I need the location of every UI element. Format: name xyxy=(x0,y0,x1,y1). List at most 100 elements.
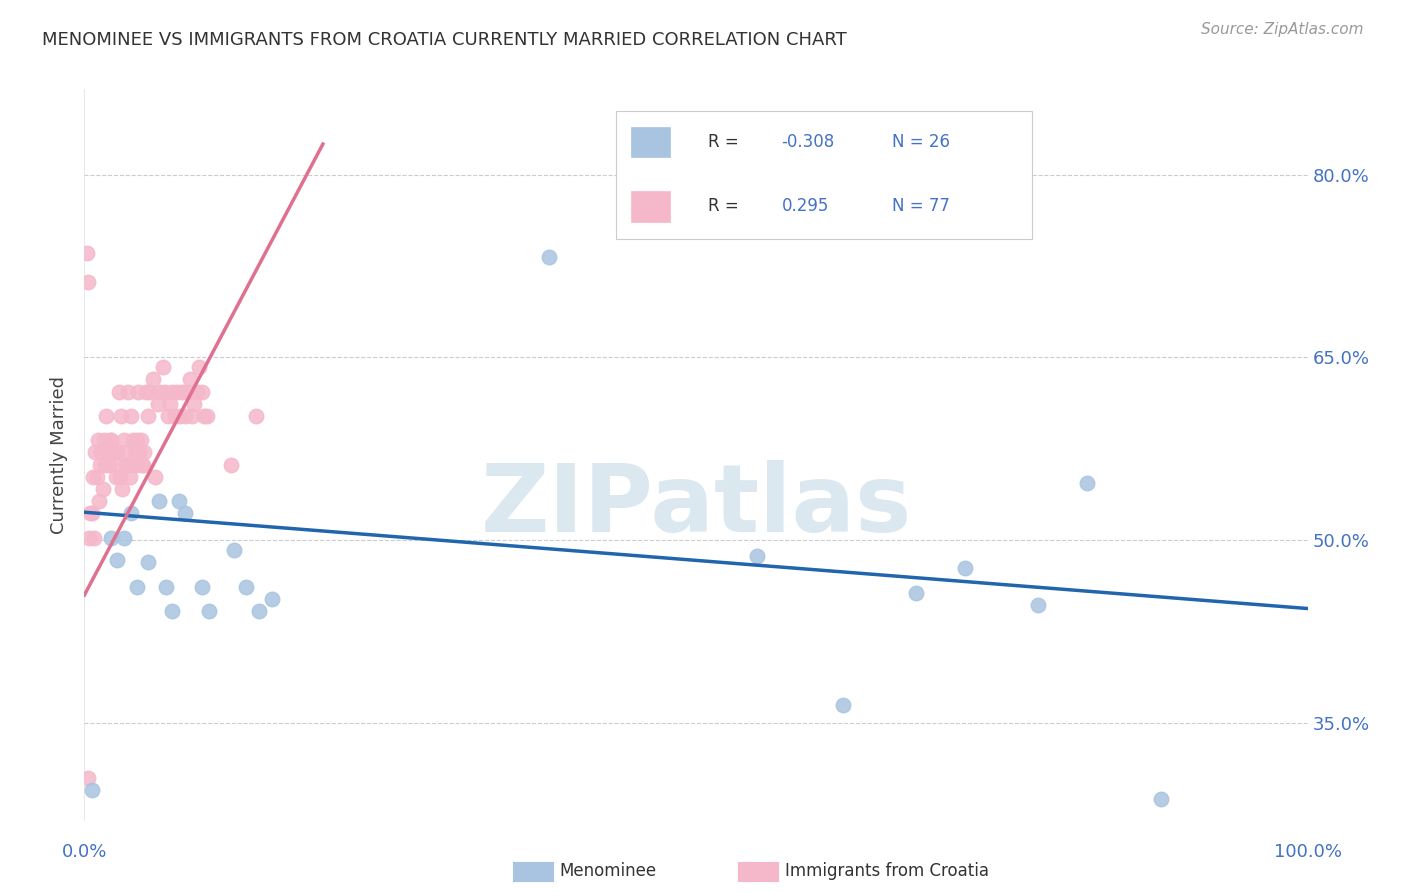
Point xyxy=(124,445,146,459)
Point xyxy=(121,458,143,472)
Point xyxy=(120,507,142,521)
Point xyxy=(181,409,204,423)
Point xyxy=(125,580,148,594)
Point xyxy=(155,580,177,594)
Point xyxy=(94,458,117,472)
Point xyxy=(162,604,184,618)
Point xyxy=(1150,791,1173,805)
Text: Source: ZipAtlas.com: Source: ZipAtlas.com xyxy=(1201,22,1364,37)
FancyBboxPatch shape xyxy=(631,127,669,157)
Point xyxy=(82,470,104,484)
Point xyxy=(110,409,132,423)
Point xyxy=(142,372,165,386)
Point xyxy=(235,580,257,594)
Point xyxy=(100,434,122,448)
Point xyxy=(105,553,128,567)
Point xyxy=(183,397,205,411)
Point xyxy=(128,445,150,459)
Point xyxy=(79,507,101,521)
Point xyxy=(105,470,128,484)
Point xyxy=(89,458,111,472)
FancyBboxPatch shape xyxy=(631,191,669,221)
Text: 100.0%: 100.0% xyxy=(1274,843,1341,861)
Point xyxy=(156,409,179,423)
Point xyxy=(247,604,270,618)
Point xyxy=(91,482,114,496)
Point xyxy=(77,531,100,545)
Text: N = 77: N = 77 xyxy=(891,197,949,215)
Point xyxy=(93,434,115,448)
Text: MENOMINEE VS IMMIGRANTS FROM CROATIA CURRENTLY MARRIED CORRELATION CHART: MENOMINEE VS IMMIGRANTS FROM CROATIA CUR… xyxy=(42,31,846,49)
Point xyxy=(118,470,141,484)
Text: -0.308: -0.308 xyxy=(782,133,835,151)
Point xyxy=(260,591,283,606)
Point xyxy=(87,434,110,448)
Point xyxy=(100,531,122,545)
Text: 0.295: 0.295 xyxy=(782,197,830,215)
Point xyxy=(105,445,128,459)
Point xyxy=(148,494,170,508)
Point xyxy=(114,445,136,459)
Point xyxy=(132,458,155,472)
Point xyxy=(136,409,159,423)
Point xyxy=(191,580,214,594)
Point xyxy=(84,445,107,459)
Point xyxy=(198,604,221,618)
Point xyxy=(162,384,184,399)
Point xyxy=(173,507,195,521)
Point xyxy=(117,384,139,399)
Point xyxy=(152,360,174,375)
Point xyxy=(173,409,195,423)
Point xyxy=(166,384,188,399)
Y-axis label: Currently Married: Currently Married xyxy=(51,376,69,534)
Point xyxy=(153,384,176,399)
Point xyxy=(134,445,156,459)
Point xyxy=(104,458,127,472)
Point xyxy=(96,409,118,423)
Point xyxy=(163,409,186,423)
Point xyxy=(90,445,112,459)
Point xyxy=(747,549,769,563)
Text: 0.0%: 0.0% xyxy=(62,843,107,861)
Point xyxy=(103,445,125,459)
Point xyxy=(219,458,242,472)
Point xyxy=(222,543,245,558)
Point xyxy=(1028,598,1050,612)
Point xyxy=(97,445,120,459)
Point xyxy=(86,470,108,484)
Text: Immigrants from Croatia: Immigrants from Croatia xyxy=(785,863,988,880)
Point xyxy=(97,458,120,472)
Point xyxy=(143,470,166,484)
Text: R =: R = xyxy=(709,197,744,215)
Point xyxy=(112,434,135,448)
Point xyxy=(159,397,181,411)
Point xyxy=(111,482,134,496)
Point xyxy=(115,458,138,472)
Text: Menominee: Menominee xyxy=(560,863,657,880)
Point xyxy=(101,445,124,459)
Point xyxy=(120,409,142,423)
Point xyxy=(125,434,148,448)
Point xyxy=(169,409,191,423)
Point xyxy=(131,458,153,472)
Point xyxy=(77,771,100,785)
Point xyxy=(905,585,928,599)
Point xyxy=(135,384,157,399)
Point xyxy=(77,275,100,289)
Point xyxy=(80,507,103,521)
Point xyxy=(186,384,208,399)
Point xyxy=(139,384,162,399)
Point xyxy=(176,384,198,399)
Point xyxy=(146,397,169,411)
Point xyxy=(149,384,172,399)
Text: N = 26: N = 26 xyxy=(891,133,949,151)
Point xyxy=(127,384,149,399)
FancyBboxPatch shape xyxy=(616,112,1032,239)
Point xyxy=(108,470,131,484)
Point xyxy=(831,698,853,712)
Point xyxy=(122,434,145,448)
Point xyxy=(76,245,98,260)
Point xyxy=(167,494,190,508)
Point xyxy=(136,555,159,569)
Point xyxy=(115,458,138,472)
